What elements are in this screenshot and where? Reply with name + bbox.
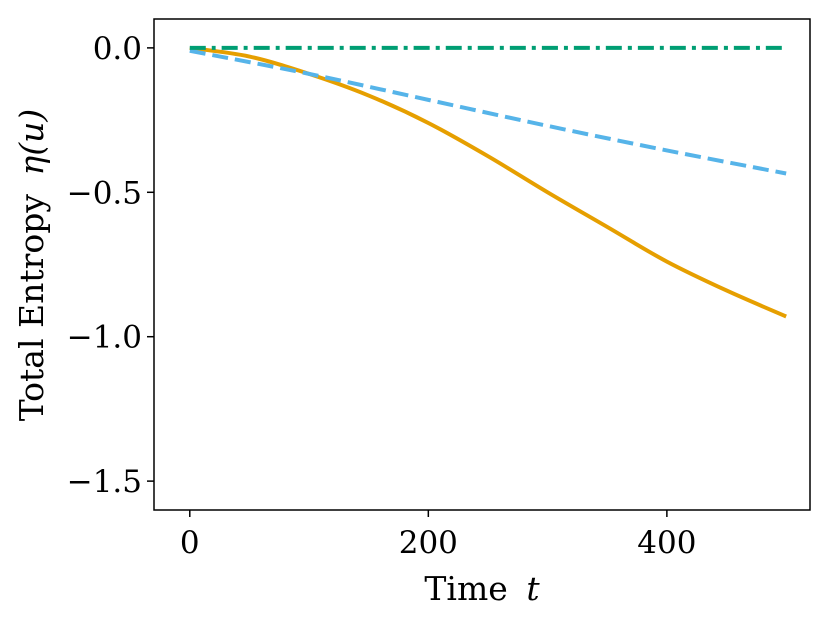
y-axis-label: Total Entropy η(u)	[12, 109, 51, 422]
series-line-dashed	[189, 48, 787, 176]
y-tick-label: −1.5	[67, 464, 142, 500]
y-axis-variable: η(u)	[12, 109, 51, 176]
x-axis-label-text: Time	[424, 569, 507, 608]
ticks-layer: 0 200 400 0.0 −0.5 −1.0 −1.5	[67, 31, 697, 561]
series-line-solid	[189, 45, 787, 319]
x-tick-label: 400	[637, 525, 696, 561]
y-tick-label: −1.0	[67, 320, 142, 356]
x-tick-label: 0	[180, 525, 200, 561]
x-tick-label: 200	[399, 525, 458, 561]
plot-frame	[153, 18, 811, 511]
series-layer	[189, 45, 787, 319]
x-axis-label: Time t	[424, 569, 540, 608]
y-axis-label-text: Total Entropy	[12, 194, 51, 422]
x-axis-variable: t	[526, 569, 540, 608]
y-tick-label: −0.5	[67, 175, 142, 211]
y-tick-label: 0.0	[93, 31, 142, 67]
